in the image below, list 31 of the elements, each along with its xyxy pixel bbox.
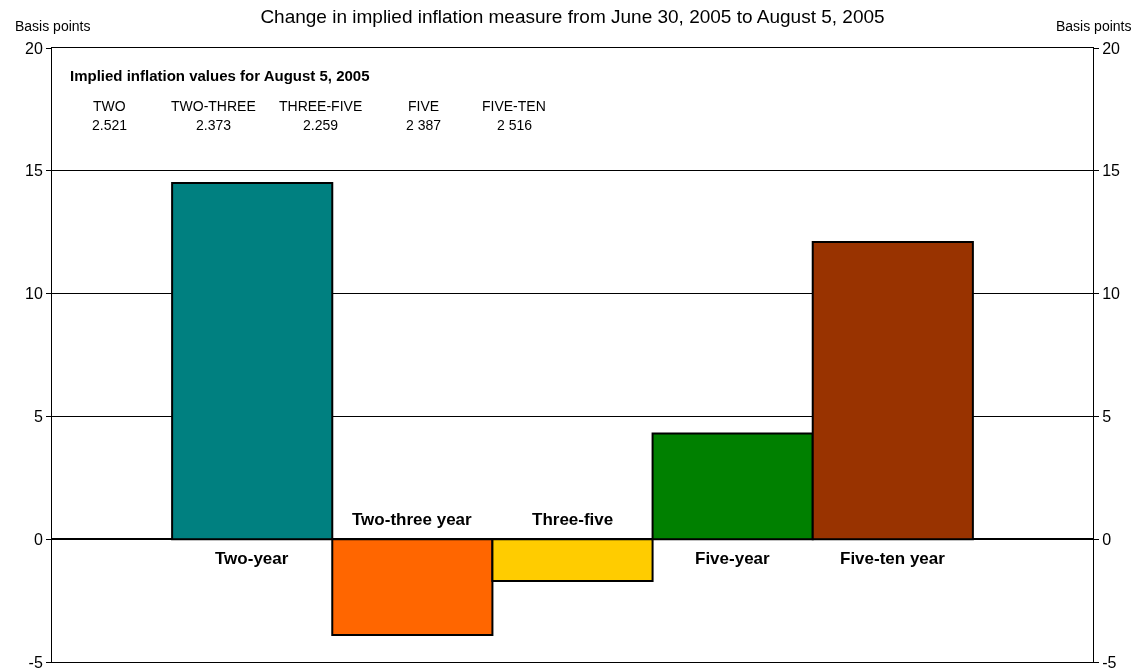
- y-tick-label: 0: [33, 530, 43, 548]
- y2-tick-label: 15: [1102, 162, 1121, 180]
- chart-title: Change in implied inflation measure from June 30, 2005 to August 5, 2005: [260, 6, 885, 28]
- annotation: Implied inflation values for August 5, 2005: [70, 67, 370, 84]
- y-tick-label: 20: [25, 39, 43, 57]
- y-tick-label: 10: [25, 285, 43, 303]
- annotation: TWO-THREE: [171, 98, 256, 114]
- x-tick-label: Three-five: [532, 510, 614, 529]
- y-tick-label: -5: [28, 653, 43, 671]
- y2-tick-label: 20: [1102, 39, 1121, 57]
- y2-axis-title: Basis points: [1056, 18, 1132, 34]
- y-axis-title: Basis points: [15, 18, 91, 34]
- annotation: 2.373: [196, 117, 232, 133]
- y2-tick-label: 5: [1102, 408, 1112, 425]
- annotation: 2 516: [497, 117, 533, 133]
- y-tick-label: 15: [25, 162, 43, 180]
- y2-tick-label: 0: [1102, 530, 1112, 548]
- annotation: 2.259: [303, 117, 339, 133]
- x-tick-label: Two-three year: [352, 510, 473, 529]
- annotation: 2.521: [92, 117, 128, 133]
- x-tick-label: Two-year: [215, 549, 289, 568]
- annotation: THREE-FIVE: [279, 98, 363, 114]
- annotation: FIVE: [408, 98, 440, 114]
- y-tick-label: 5: [33, 408, 43, 425]
- annotation: 2 387: [406, 117, 442, 133]
- y2-tick-label: 10: [1102, 285, 1121, 303]
- y2-tick-label: -5: [1102, 653, 1117, 671]
- x-tick-label: Five-ten year: [840, 549, 946, 568]
- annotation: TWO: [93, 98, 126, 114]
- annotation: FIVE-TEN: [482, 98, 546, 114]
- x-tick-label: Five-year: [695, 549, 771, 568]
